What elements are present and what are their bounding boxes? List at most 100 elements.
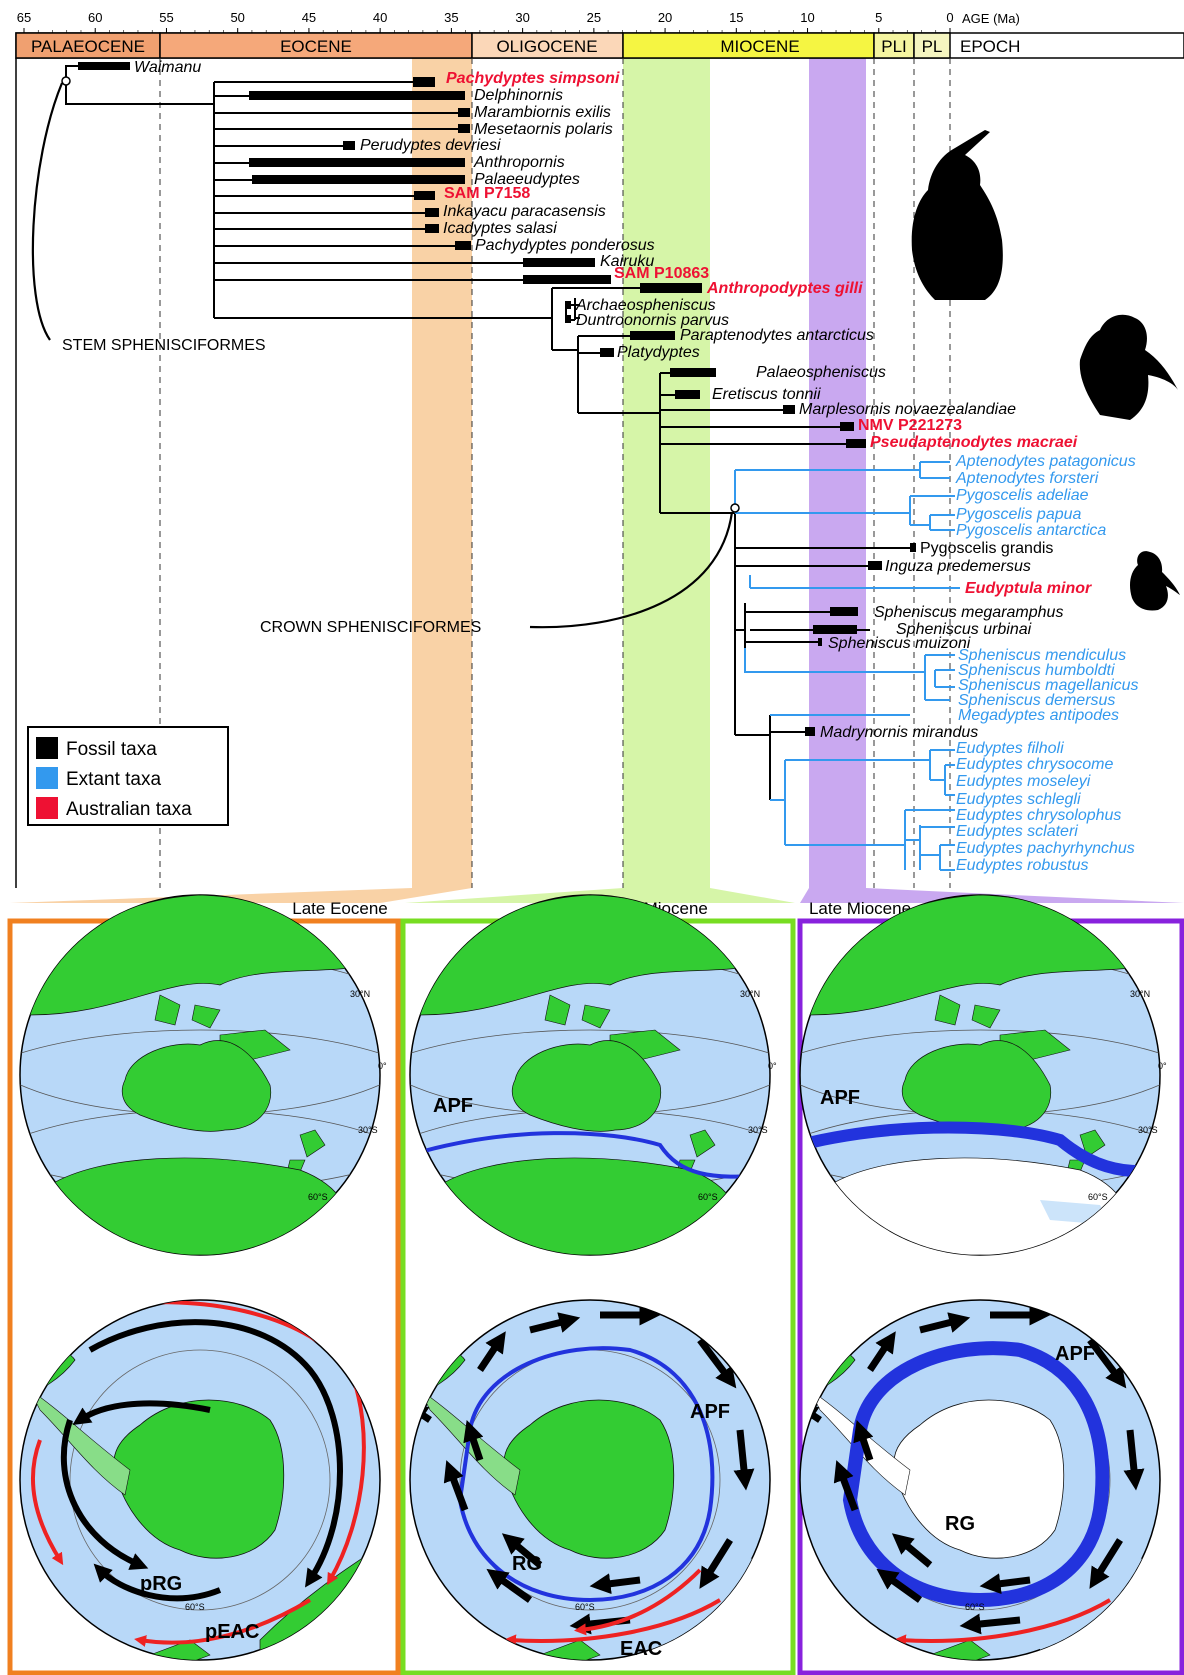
legend-extant-label: Extant taxa (66, 769, 161, 790)
taxon-anthropornis: Anthropornis (473, 154, 565, 171)
taxon-platydyptes: Platydyptes (617, 344, 700, 361)
taxon-pyg-grandis: Pygoscelis grandis (920, 540, 1053, 557)
lat-label-equator: 0° (768, 1061, 777, 1071)
taxon-sph-magellanicus: Spheniscus magellanicus (958, 677, 1139, 694)
taxon-eretiscus: Eretiscus tonnii (712, 386, 821, 403)
oligocene-label: OLIGOCENE (496, 37, 597, 56)
polar-lat-label-60s: 60°S (185, 1602, 205, 1612)
taxon-eud-pachyrhynchus: Eudyptes pachyrhynchus (956, 840, 1135, 857)
axis-tick-label: 10 (800, 10, 814, 25)
rg-label-early-miocene: RG (512, 1553, 542, 1575)
taxon-labels: Waimanu Pachydyptes simpsoni Delphinorni… (134, 59, 1139, 874)
stem-tree (65, 65, 846, 514)
crown-tree-extant (734, 461, 960, 871)
rg-label-late-miocene: RG (945, 1513, 975, 1535)
lat-label-60s: 60°S (308, 1192, 328, 1202)
eac-label: EAC (620, 1638, 662, 1660)
peac-label: pEAC (205, 1621, 259, 1643)
miocene-label: MIOCENE (720, 37, 799, 56)
axis-tick-label: 55 (159, 10, 173, 25)
legend-australian-label: Australian taxa (66, 799, 192, 820)
lat-label-60s: 60°S (1088, 1192, 1108, 1202)
crown-clade-label: CROWN SPHENISCIFORMES (260, 619, 481, 636)
lat-label-30n: 30°N (1130, 989, 1150, 999)
crown-root-node (730, 503, 740, 513)
globe-late-eocene: 30°N 0° 30°S 60°S (19, 894, 387, 1256)
taxon-palaeospheniscus: Palaeospheniscus (756, 364, 886, 381)
lat-label-equator: 0° (378, 1061, 387, 1071)
legend-fossil-swatch (36, 737, 58, 759)
lat-label-30s: 30°S (1138, 1125, 1158, 1135)
taxon-kairuku: Kairuku (600, 253, 654, 270)
taxon-pseudaptenodytes: Pseudaptenodytes macraei (870, 434, 1078, 451)
taxon-pachydyptes-ponderosus: Pachydyptes ponderosus (475, 237, 655, 254)
taxon-inkayacu: Inkayacu paracasensis (443, 203, 606, 220)
taxon-perudyptes: Perudyptes devriesi (360, 137, 501, 154)
taxon-delphinornis: Delphinornis (474, 87, 563, 104)
axis-tick-label: 60 (88, 10, 102, 25)
adelie-penguin-icon (1079, 314, 1178, 420)
panel-title-late-miocene: Late Miocene (809, 899, 911, 918)
lat-label-30s: 30°S (358, 1125, 378, 1135)
polar-lat-label-60s: 60°S (575, 1602, 595, 1612)
lat-label-30s: 30°S (748, 1125, 768, 1135)
epoch-header: EPOCH (960, 37, 1020, 56)
polar-map-late-eocene: 60°S (19, 1299, 381, 1661)
axis-tick-label: 65 (17, 10, 31, 25)
taxon-palaeeudyptes: Palaeeudyptes (474, 171, 580, 188)
eocene-label: EOCENE (280, 37, 352, 56)
taxon-mesetaornis: Mesetaornis polaris (474, 121, 613, 138)
taxon-nmv-p221273: NMV P221273 (858, 417, 962, 434)
taxon-sph-megaramphus: Spheniscus megaramphus (874, 604, 1063, 621)
axis-tick-label: 45 (302, 10, 316, 25)
lat-label-equator: 0° (1158, 1061, 1167, 1071)
taxon-sph-muizoni: Spheniscus muizoni (828, 635, 971, 652)
taxon-anthropodyptes: Anthropodyptes gilli (706, 280, 863, 297)
taxon-eud-sclateri: Eudyptes sclateri (956, 823, 1078, 840)
taxon-icadyptes: Icadyptes salasi (443, 220, 557, 237)
axis-tick-label: 40 (373, 10, 387, 25)
apf-label-late-miocene-polar: APF (1055, 1343, 1095, 1365)
fossil-ranges (78, 62, 916, 736)
stem-clade-label: STEM SPHENISCIFORMES (62, 337, 266, 354)
palaeocene-cell (15, 32, 161, 59)
apf-label-early-miocene: APF (433, 1095, 473, 1117)
pleistocene-cell (913, 32, 951, 59)
axis-tick-label: 0 (946, 10, 953, 25)
axis-tick-label: 35 (444, 10, 458, 25)
taxon-paraptenodytes: Paraptenodytes antarcticus (680, 327, 874, 344)
lat-label-60s: 60°S (698, 1192, 718, 1202)
taxon-sph-humboldti: Spheniscus humboldti (958, 662, 1115, 679)
taxon-pyg-adeliae: Pygoscelis adeliae (956, 487, 1089, 504)
taxon-madrynornis: Madrynornis mirandus (820, 724, 978, 741)
emperor-penguin-icon (911, 130, 1003, 300)
axis-tick-label: 50 (230, 10, 244, 25)
taxon-sph-urbinai: Spheniscus urbinai (896, 621, 1032, 638)
palaeocene-label: PALAEOCENE (31, 37, 145, 56)
legend-extant-swatch (36, 767, 58, 789)
axis-tick-label: 30 (515, 10, 529, 25)
prg-label: pRG (140, 1573, 182, 1595)
taxon-marambiornis: Marambiornis exilis (474, 104, 611, 121)
axis-tick-label: 25 (587, 10, 601, 25)
age-axis: 65 60 55 50 45 40 35 30 25 20 15 10 5 0 AGE (Ma) (17, 10, 1020, 33)
early-miocene-band (623, 58, 710, 888)
taxon-eud-chrysolophus: Eudyptes chrysolophus (956, 807, 1121, 824)
lat-label-30n: 30°N (350, 989, 370, 999)
globe-early-miocene: 30°N 0° 30°S 60°S (409, 894, 777, 1256)
taxon-archaeospheniscus: Archaeospheniscus (575, 297, 716, 314)
legend-australian-swatch (36, 797, 58, 819)
eocene-cell (159, 32, 473, 59)
miocene-cell (622, 32, 875, 59)
apf-label-early-miocene-polar: APF (690, 1401, 730, 1423)
taxon-pyg-antarctica: Pygoscelis antarctica (956, 522, 1106, 539)
polar-map-early-miocene: 60°S (409, 1299, 771, 1661)
axis-tick-label: 20 (658, 10, 672, 25)
stem-root-node (61, 76, 71, 86)
taxon-eud-moseleyi: Eudyptes moseleyi (956, 773, 1091, 790)
taxon-megadyptes: Megadyptes antipodes (958, 707, 1119, 724)
late-eocene-funnel (10, 888, 472, 903)
taxon-eud-robustus: Eudyptes robustus (956, 857, 1089, 874)
lat-label-30n: 30°N (740, 989, 760, 999)
